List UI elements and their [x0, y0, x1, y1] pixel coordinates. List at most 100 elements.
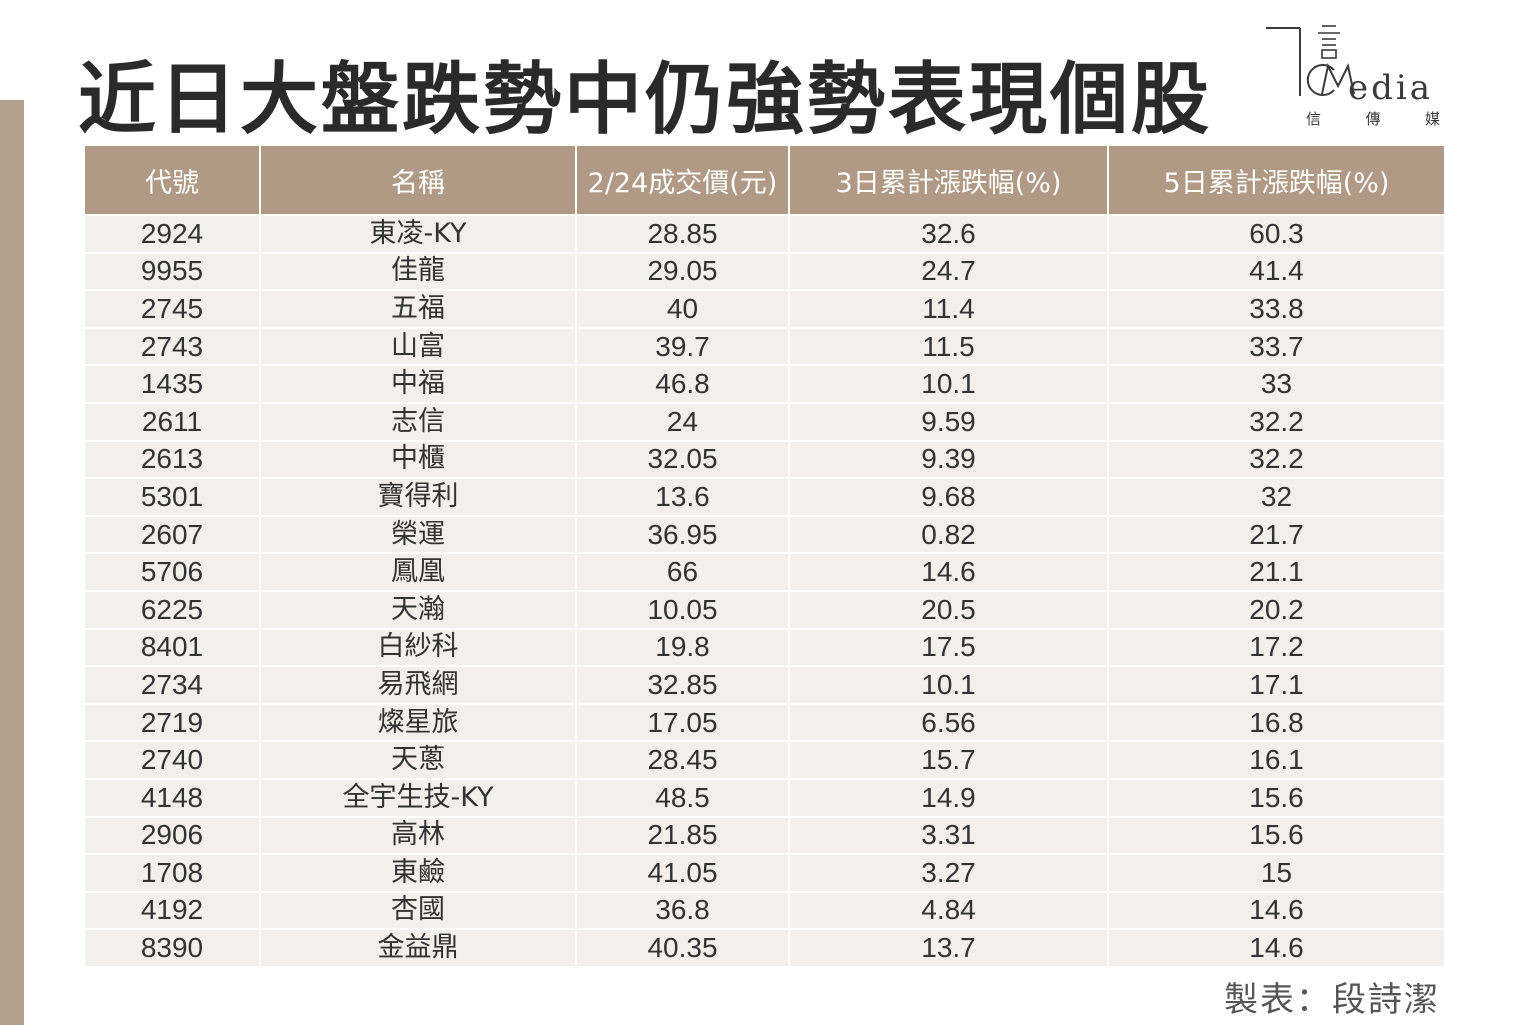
- table-cell: 41.05: [575, 853, 789, 892]
- column-header: 5日累計漲跌幅(%): [1107, 146, 1444, 215]
- table-body: 2924 東凌-KY 28.85 32.6 60.3 9955 佳龍 29.05 24.7 41.…: [85, 214, 1444, 966]
- table-cell: 60.3: [1107, 214, 1444, 253]
- table-cell: 48.5: [575, 777, 789, 817]
- table-cell: 東鹼: [259, 853, 576, 892]
- table-cell: 寶得利: [259, 477, 576, 516]
- table-cell: 41.4: [1107, 251, 1444, 291]
- table-cell: 天蔥: [259, 740, 576, 779]
- table-cell: 0.82: [788, 514, 1108, 554]
- table-cell: 中福: [259, 364, 576, 403]
- table-cell: 11.5: [788, 326, 1108, 366]
- table-cell: 32.6: [788, 214, 1108, 253]
- table-cell: 6225: [85, 589, 260, 629]
- table-cell: 16.8: [1107, 702, 1444, 742]
- table-cell: 1708: [85, 853, 260, 892]
- table-row: 2734 易飛網 32.85 10.1 17.1: [85, 665, 1444, 704]
- column-header: 2/24成交價(元): [575, 146, 789, 215]
- table-cell: 5706: [85, 552, 260, 591]
- table-cell: 17.05: [575, 702, 789, 742]
- credit-text: 製表：段詩潔: [1224, 980, 1440, 1020]
- table-cell: 杏國: [259, 890, 576, 930]
- logo-wordmark: edia: [1348, 68, 1434, 108]
- logo-sub-char: 媒: [1424, 110, 1440, 128]
- table-row: 2745 五福 40 11.4 33.8: [85, 289, 1444, 328]
- table-cell: 66: [575, 552, 789, 591]
- table-cell: 天瀚: [259, 589, 576, 629]
- column-header: 3日累計漲跌幅(%): [788, 146, 1108, 215]
- table-cell: 15: [1107, 853, 1444, 892]
- table-cell: 32.85: [575, 665, 789, 704]
- side-accent-bar: [0, 100, 24, 1025]
- table-cell: 2924: [85, 214, 260, 253]
- table-cell: 佳龍: [259, 251, 576, 291]
- table-cell: 24.7: [788, 251, 1108, 291]
- table-cell: 3.27: [788, 853, 1108, 892]
- table-cell: 28.45: [575, 740, 789, 779]
- table-cell: 易飛網: [259, 665, 576, 704]
- table-cell: 4148: [85, 777, 260, 817]
- table-cell: 21.7: [1107, 514, 1444, 554]
- table-cell: 21.85: [575, 815, 789, 855]
- cmedia-logo-mark: [1266, 25, 1355, 96]
- table-cell: 32.05: [575, 439, 789, 479]
- table-row: 2611 志信 24 9.59 32.2: [85, 401, 1444, 441]
- table-row: 9955 佳龍 29.05 24.7 41.4: [85, 251, 1444, 291]
- table-row: 1435 中福 46.8 10.1 33: [85, 364, 1444, 403]
- table-cell: 全宇生技-KY: [259, 777, 576, 817]
- table-cell: 8401: [85, 627, 260, 667]
- table-cell: 2745: [85, 289, 260, 328]
- logo-sub-char: 信: [1306, 110, 1322, 128]
- table-header-row: 代號 名稱 2/24成交價(元) 3日累計漲跌幅(%) 5日累計漲跌幅(%): [85, 146, 1444, 215]
- table-cell: 2719: [85, 702, 260, 742]
- table-cell: 4.84: [788, 890, 1108, 930]
- table-cell: 志信: [259, 401, 576, 441]
- table-row: 2613 中櫃 32.05 9.39 32.2: [85, 439, 1444, 479]
- table-cell: 2740: [85, 740, 260, 779]
- table-cell: 9.59: [788, 401, 1108, 441]
- table-cell: 2611: [85, 401, 260, 441]
- column-header: 名稱: [259, 146, 576, 215]
- table-row: 4192 杏國 36.8 4.84 14.6: [85, 890, 1444, 930]
- table-cell: 46.8: [575, 364, 789, 403]
- table-cell: 39.7: [575, 326, 789, 366]
- table-cell: 10.1: [788, 364, 1108, 403]
- table-cell: 11.4: [788, 289, 1108, 328]
- table-cell: 19.8: [575, 627, 789, 667]
- table-cell: 24: [575, 401, 789, 441]
- logo-sub-char: 傳: [1365, 110, 1381, 128]
- table-cell: 16.1: [1107, 740, 1444, 779]
- table-row: 2607 榮運 36.95 0.82 21.7: [85, 514, 1444, 554]
- table-row: 1708 東鹼 41.05 3.27 15: [85, 853, 1444, 892]
- table-cell: 14.6: [788, 552, 1108, 591]
- table-cell: 金益鼎: [259, 928, 576, 966]
- table-cell: 山富: [259, 326, 576, 366]
- table-cell: 32.2: [1107, 401, 1444, 441]
- table-cell: 2906: [85, 815, 260, 855]
- table-cell: 燦星旅: [259, 702, 576, 742]
- table-row: 8390 金益鼎 40.35 13.7 14.6: [85, 928, 1444, 966]
- table-cell: 高林: [259, 815, 576, 855]
- table-cell: 9955: [85, 251, 260, 291]
- table-cell: 15.7: [788, 740, 1108, 779]
- table-cell: 17.1: [1107, 665, 1444, 704]
- page-title: 近日大盤跌勢中仍強勢表現個股: [78, 55, 1213, 145]
- table-cell: 36.95: [575, 514, 789, 554]
- table-cell: 5301: [85, 477, 260, 516]
- table-row: 2743 山富 39.7 11.5 33.7: [85, 326, 1444, 366]
- table-cell: 9.68: [788, 477, 1108, 516]
- table-cell: 東凌-KY: [259, 214, 576, 253]
- table-cell: 14.6: [1107, 928, 1444, 966]
- table-cell: 鳳凰: [259, 552, 576, 591]
- table-row: 6225 天瀚 10.05 20.5 20.2: [85, 589, 1444, 629]
- table-cell: 17.2: [1107, 627, 1444, 667]
- table-row: 4148 全宇生技-KY 48.5 14.9 15.6: [85, 777, 1444, 817]
- table-cell: 8390: [85, 928, 260, 966]
- table-cell: 13.6: [575, 477, 789, 516]
- table-cell: 36.8: [575, 890, 789, 930]
- table-cell: 五福: [259, 289, 576, 328]
- table-cell: 2743: [85, 326, 260, 366]
- table-cell: 2613: [85, 439, 260, 479]
- table-row: 2740 天蔥 28.45 15.7 16.1: [85, 740, 1444, 779]
- table-cell: 9.39: [788, 439, 1108, 479]
- table-cell: 15.6: [1107, 815, 1444, 855]
